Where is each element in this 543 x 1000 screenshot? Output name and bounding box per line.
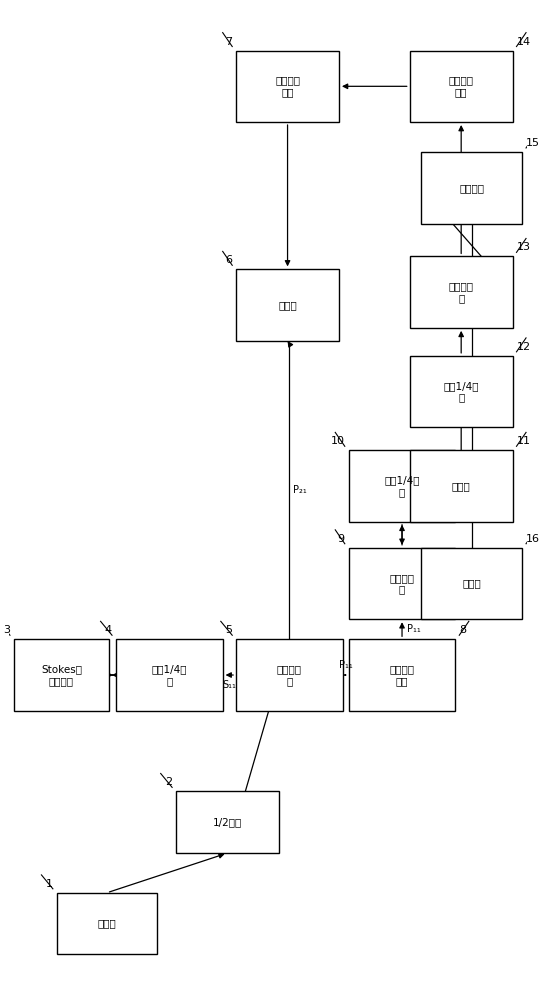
Text: 9: 9 <box>338 534 345 544</box>
Text: 第一1/4波
片: 第一1/4波 片 <box>151 664 187 686</box>
Text: P₂₁: P₂₁ <box>293 485 307 495</box>
Text: 放大池: 放大池 <box>452 481 471 491</box>
Text: 16: 16 <box>526 534 540 544</box>
Bar <box>421 152 522 224</box>
Text: 2: 2 <box>165 777 172 787</box>
Text: P₁₁: P₁₁ <box>339 660 352 670</box>
Text: 7: 7 <box>225 37 232 47</box>
Text: 1: 1 <box>46 879 53 889</box>
Text: 第二偏振
片: 第二偏振 片 <box>449 281 473 303</box>
Text: 测量系统: 测量系统 <box>459 183 484 193</box>
Text: Stokes光
产生系统: Stokes光 产生系统 <box>41 664 82 686</box>
Bar <box>236 639 343 711</box>
Text: 11: 11 <box>516 436 531 446</box>
Bar <box>409 450 513 522</box>
Text: 能量计: 能量计 <box>462 579 481 589</box>
Text: 6: 6 <box>225 255 232 265</box>
Text: 第二1/4波
片: 第二1/4波 片 <box>444 381 479 402</box>
Bar <box>56 893 157 954</box>
Text: 第三全反
射镜: 第三全反 射镜 <box>449 76 473 97</box>
Text: 第三1/4波
片: 第三1/4波 片 <box>384 475 420 497</box>
Text: 第二全反
射镜: 第二全反 射镜 <box>275 76 300 97</box>
Text: 10: 10 <box>331 436 345 446</box>
Bar <box>236 51 339 122</box>
Text: S₁₁: S₁₁ <box>223 680 236 690</box>
Bar <box>409 51 513 122</box>
Text: 4: 4 <box>105 625 112 635</box>
Text: 第一偏振
片: 第一偏振 片 <box>277 664 302 686</box>
Bar <box>176 791 279 853</box>
Text: 12: 12 <box>516 342 531 352</box>
Text: 13: 13 <box>516 242 531 252</box>
Text: 第三偏振
片: 第三偏振 片 <box>389 573 414 594</box>
Text: 3: 3 <box>3 625 10 635</box>
Text: 15: 15 <box>526 138 540 148</box>
Text: 5: 5 <box>225 625 232 635</box>
Bar <box>236 269 339 341</box>
Text: 1/2波片: 1/2波片 <box>213 817 242 827</box>
Text: 8: 8 <box>459 625 466 635</box>
Bar <box>409 256 513 328</box>
Bar <box>421 548 522 619</box>
Text: 14: 14 <box>516 37 531 47</box>
Bar <box>349 450 456 522</box>
Text: 斩波器: 斩波器 <box>278 300 297 310</box>
Bar <box>409 356 513 427</box>
Bar <box>14 639 109 711</box>
Text: 第一全反
射镜: 第一全反 射镜 <box>389 664 414 686</box>
Bar <box>349 548 456 619</box>
Text: P₁₁: P₁₁ <box>407 624 420 634</box>
Bar <box>116 639 223 711</box>
Text: 激光源: 激光源 <box>97 919 116 929</box>
Bar <box>349 639 456 711</box>
